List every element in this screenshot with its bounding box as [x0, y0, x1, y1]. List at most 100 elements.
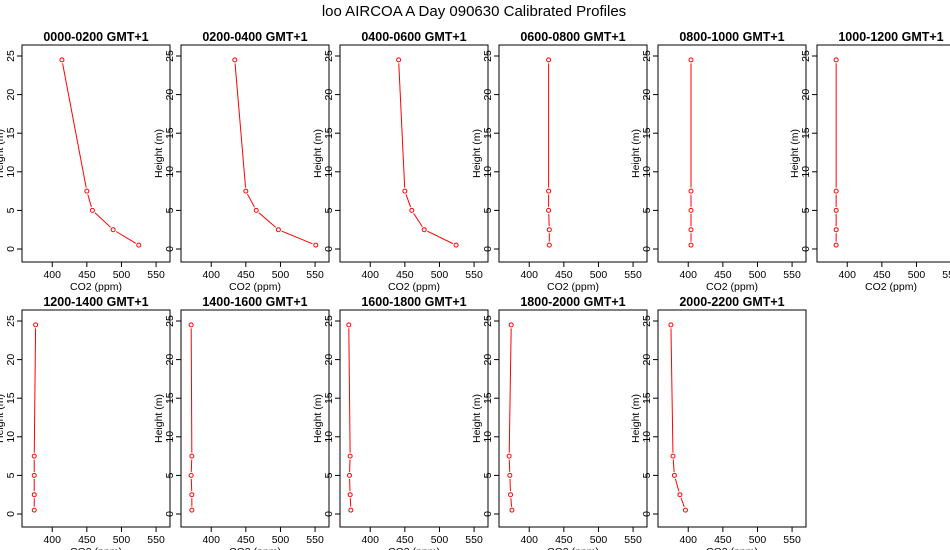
profile-segment — [680, 497, 685, 508]
data-point — [688, 57, 694, 63]
data-point — [31, 507, 37, 513]
y-tick-label: 0 — [641, 246, 653, 252]
data-point — [110, 227, 116, 233]
profile-segment — [348, 328, 351, 453]
x-tick-label: 500 — [431, 534, 449, 546]
x-tick-label: 450 — [237, 534, 255, 546]
x-tick-label: 400 — [520, 269, 538, 281]
y-tick-label: 5 — [323, 207, 335, 213]
data-point — [688, 188, 694, 194]
y-tick-label: 10 — [5, 166, 17, 178]
y-tick-label: 25 — [641, 50, 653, 62]
data-point — [232, 57, 238, 63]
panel-title: 0600-0800 GMT+1 — [520, 30, 625, 44]
profile-segment — [62, 63, 87, 188]
y-tick-label: 10 — [164, 431, 176, 443]
data-point — [506, 453, 512, 459]
y-tick-label: 10 — [323, 166, 335, 178]
y-tick-label: 10 — [482, 166, 494, 178]
x-tick-label: 550 — [465, 534, 483, 546]
y-tick-label: 10 — [641, 166, 653, 178]
data-point — [507, 472, 513, 478]
profile-segment — [234, 63, 247, 188]
x-tick-label: 450 — [396, 534, 414, 546]
data-point — [243, 188, 249, 194]
y-tick-label: 15 — [800, 127, 812, 139]
data-point — [346, 472, 352, 478]
x-tick-label: 450 — [78, 269, 96, 281]
y-tick-label: 15 — [5, 127, 17, 139]
data-point — [668, 322, 674, 328]
figure-title: loo AIRCOA A Day 090630 Calibrated Profi… — [322, 3, 626, 20]
y-tick-label: 20 — [164, 89, 176, 101]
y-tick-label: 5 — [641, 207, 653, 213]
profile-segment — [247, 193, 256, 208]
panel-title: 0200-0400 GMT+1 — [202, 30, 307, 44]
panel-title: 1400-1600 GMT+1 — [202, 295, 307, 309]
data-point — [546, 188, 552, 194]
y-tick-label: 15 — [323, 127, 335, 139]
x-axis-label: CO2 (ppm) — [547, 281, 599, 293]
data-point — [546, 242, 552, 248]
x-tick-label: 500 — [272, 534, 290, 546]
data-point — [688, 227, 694, 233]
y-tick-label: 25 — [5, 315, 17, 327]
x-tick-label: 550 — [783, 269, 801, 281]
profile-segment — [33, 328, 37, 453]
y-tick-label: 25 — [164, 50, 176, 62]
x-tick-label: 550 — [624, 269, 642, 281]
x-tick-label: 400 — [679, 534, 697, 546]
data-point — [189, 492, 195, 498]
data-point — [188, 322, 194, 328]
data-point — [833, 188, 839, 194]
panel-title: 0800-1000 GMT+1 — [679, 30, 784, 44]
y-tick-label: 0 — [323, 246, 335, 252]
x-tick-label: 550 — [942, 269, 950, 281]
x-tick-label: 450 — [555, 534, 573, 546]
y-axis-label: Height (m) — [153, 129, 165, 178]
y-tick-label: 15 — [323, 392, 335, 404]
data-point — [59, 57, 65, 63]
panel-8: 1400-1600 GMT+1 400 450 500 550 CO2 (ppm) 0 5 10… — [153, 295, 330, 550]
data-point — [688, 207, 694, 213]
y-tick-label: 0 — [800, 246, 812, 252]
profile-segment — [510, 498, 513, 507]
y-tick-label: 5 — [482, 207, 494, 213]
x-tick-label: 400 — [202, 269, 220, 281]
y-tick-label: 20 — [323, 89, 335, 101]
panel-10: 1800-2000 GMT+1 400 450 500 550 CO2 (ppm) 0 5 10… — [471, 295, 648, 550]
data-point — [136, 242, 142, 248]
y-tick-label: 15 — [482, 392, 494, 404]
x-axis-label: CO2 (ppm) — [706, 546, 758, 550]
y-axis-label: Height (m) — [471, 394, 483, 443]
panel-title: 1800-2000 GMT+1 — [520, 295, 625, 309]
x-tick-label: 500 — [590, 534, 608, 546]
data-point — [313, 242, 319, 248]
data-point — [833, 242, 839, 248]
panel-title: 1000-1200 GMT+1 — [838, 30, 943, 44]
data-point — [275, 227, 281, 233]
y-tick-label: 0 — [641, 511, 653, 517]
y-tick-label: 15 — [164, 127, 176, 139]
panel-5: 0800-1000 GMT+1 400 450 500 550 CO2 (ppm) 0 5 10… — [630, 30, 807, 293]
y-axis-label: Height (m) — [471, 129, 483, 178]
data-point — [833, 207, 839, 213]
data-point — [677, 492, 683, 498]
y-tick-label: 25 — [5, 50, 17, 62]
y-tick-label: 5 — [5, 207, 17, 213]
y-tick-label: 5 — [323, 472, 335, 478]
y-axis-label: Height (m) — [312, 394, 324, 443]
data-point — [31, 453, 37, 459]
y-tick-label: 25 — [641, 315, 653, 327]
x-tick-label: 450 — [237, 269, 255, 281]
y-tick-label: 5 — [482, 472, 494, 478]
y-tick-label: 5 — [5, 472, 17, 478]
x-axis-label: CO2 (ppm) — [70, 546, 122, 550]
x-tick-label: 550 — [624, 534, 642, 546]
y-tick-label: 5 — [164, 207, 176, 213]
y-tick-label: 20 — [164, 354, 176, 366]
x-axis-label: CO2 (ppm) — [865, 281, 917, 293]
panel-title: 1200-1400 GMT+1 — [43, 295, 148, 309]
